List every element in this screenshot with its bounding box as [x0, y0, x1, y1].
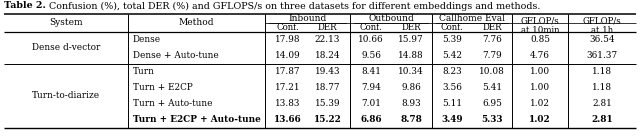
Text: 6.95: 6.95: [482, 100, 502, 109]
Text: 18.24: 18.24: [315, 52, 340, 60]
Text: 2.81: 2.81: [591, 116, 613, 125]
Text: Conf.: Conf.: [276, 23, 299, 32]
Text: 1.18: 1.18: [592, 84, 612, 92]
Text: 9.86: 9.86: [401, 84, 421, 92]
Text: Turn: Turn: [133, 68, 155, 76]
Text: Confusion (%), total DER (%) and GFLOPS/s on three datasets for different embedd: Confusion (%), total DER (%) and GFLOPS/…: [46, 1, 540, 11]
Text: 361.37: 361.37: [586, 52, 618, 60]
Text: 8.23: 8.23: [442, 68, 462, 76]
Text: 7.94: 7.94: [361, 84, 381, 92]
Text: Turn + E2CP + Auto-tune: Turn + E2CP + Auto-tune: [133, 116, 260, 125]
Text: Outbound: Outbound: [368, 14, 414, 23]
Text: 15.22: 15.22: [314, 116, 341, 125]
Text: DER: DER: [401, 23, 421, 32]
Text: 5.33: 5.33: [481, 116, 503, 125]
Text: Conf.: Conf.: [360, 23, 382, 32]
Text: 18.77: 18.77: [315, 84, 340, 92]
Text: 1.18: 1.18: [592, 68, 612, 76]
Text: 8.93: 8.93: [401, 100, 421, 109]
Text: Callhome Eval: Callhome Eval: [439, 14, 505, 23]
Text: 1.00: 1.00: [530, 68, 550, 76]
Text: GFLOP/s
at 1h: GFLOP/s at 1h: [582, 16, 621, 35]
Text: 8.41: 8.41: [361, 68, 381, 76]
Text: 14.09: 14.09: [275, 52, 300, 60]
Text: 3.49: 3.49: [441, 116, 463, 125]
Text: 5.11: 5.11: [442, 100, 462, 109]
Text: 8.78: 8.78: [400, 116, 422, 125]
Text: 9.56: 9.56: [361, 52, 381, 60]
Text: Dense d-vector: Dense d-vector: [32, 44, 100, 53]
Text: 15.39: 15.39: [315, 100, 340, 109]
Text: 14.88: 14.88: [398, 52, 424, 60]
Text: 22.13: 22.13: [315, 35, 340, 44]
Text: 7.76: 7.76: [482, 35, 502, 44]
Text: 4.76: 4.76: [530, 52, 550, 60]
Text: 13.66: 13.66: [274, 116, 301, 125]
Text: 1.02: 1.02: [530, 100, 550, 109]
Text: 36.54: 36.54: [589, 35, 615, 44]
Text: 5.42: 5.42: [442, 52, 462, 60]
Text: 0.85: 0.85: [530, 35, 550, 44]
Text: 3.56: 3.56: [442, 84, 462, 92]
Text: 5.39: 5.39: [442, 35, 462, 44]
Text: 19.43: 19.43: [315, 68, 340, 76]
Text: Inbound: Inbound: [289, 14, 326, 23]
Text: DER: DER: [317, 23, 337, 32]
Text: 6.86: 6.86: [360, 116, 382, 125]
Text: DER: DER: [482, 23, 502, 32]
Text: 15.97: 15.97: [398, 35, 424, 44]
Text: 5.41: 5.41: [482, 84, 502, 92]
Text: 1.02: 1.02: [529, 116, 551, 125]
Text: 13.83: 13.83: [275, 100, 300, 109]
Text: Method: Method: [179, 18, 214, 27]
Text: Turn + E2CP: Turn + E2CP: [133, 84, 193, 92]
Text: Conf.: Conf.: [440, 23, 463, 32]
Text: 10.34: 10.34: [398, 68, 424, 76]
Text: 7.01: 7.01: [361, 100, 381, 109]
Text: Table 2.: Table 2.: [4, 2, 46, 11]
Text: 17.21: 17.21: [275, 84, 300, 92]
Text: Dense: Dense: [133, 35, 161, 44]
Text: Turn-to-diarize: Turn-to-diarize: [32, 91, 100, 100]
Text: GFLOP/s
at 10min: GFLOP/s at 10min: [520, 16, 559, 35]
Text: Dense + Auto-tune: Dense + Auto-tune: [133, 52, 219, 60]
Text: Turn + Auto-tune: Turn + Auto-tune: [133, 100, 212, 109]
Text: 17.87: 17.87: [275, 68, 300, 76]
Text: System: System: [49, 18, 83, 27]
Text: 10.08: 10.08: [479, 68, 505, 76]
Text: 2.81: 2.81: [592, 100, 612, 109]
Text: 17.98: 17.98: [275, 35, 300, 44]
Text: 10.66: 10.66: [358, 35, 384, 44]
Text: 7.79: 7.79: [482, 52, 502, 60]
Text: 1.00: 1.00: [530, 84, 550, 92]
